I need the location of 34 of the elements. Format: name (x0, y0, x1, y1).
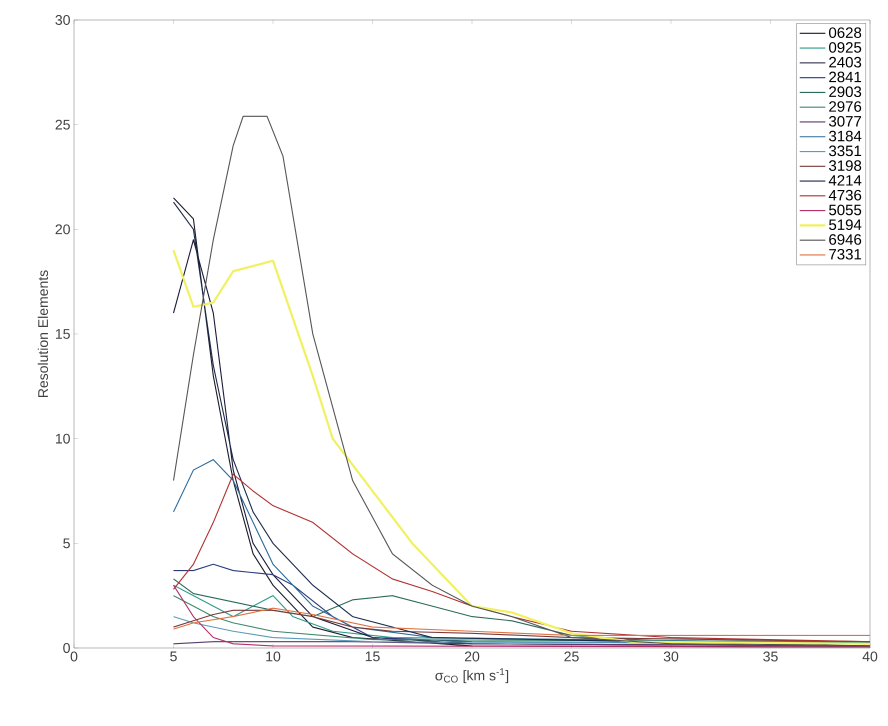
legend-label: 2403 (829, 56, 862, 68)
legend-label: 3077 (829, 116, 862, 127)
legend-label: 0628 (829, 27, 862, 38)
x-tick-label: 35 (763, 652, 778, 662)
legend-label: 3198 (829, 160, 862, 171)
y-tick-label: 10 (56, 434, 70, 444)
legend-label: 7331 (829, 248, 862, 260)
x-tick-label: 10 (266, 652, 280, 662)
y-axis-title: Resolution Elements (38, 270, 48, 398)
legend-label: 5194 (829, 219, 862, 230)
legend-label: 3184 (829, 130, 862, 142)
x-tick-label: 0 (70, 652, 78, 662)
y-tick-label: 30 (55, 15, 70, 25)
legend-label: 6946 (829, 234, 862, 245)
x-tick-label: 15 (366, 652, 380, 662)
legend-label: 2976 (829, 101, 862, 112)
x-axis-title: σ$_{CO}$ [km s$^{-1}$] (435, 668, 508, 684)
legend-label: 5055 (829, 204, 862, 216)
x-tick-label: 30 (664, 652, 678, 662)
y-tick-label: 25 (56, 120, 70, 130)
legend-label: 4736 (828, 190, 862, 200)
legend-label: 0925 (829, 42, 862, 53)
y-tick-label: 5 (63, 538, 70, 548)
legend-label: 2903 (829, 86, 862, 98)
x-tick-label: 40 (862, 652, 878, 662)
y-tick-label: 0 (63, 643, 70, 653)
y-tick-label: 15 (56, 329, 70, 339)
legend-label: 4214 (828, 175, 862, 186)
x-tick-label: 5 (170, 652, 177, 662)
y-tick-label: 20 (56, 224, 70, 234)
x-tick-label: 25 (564, 652, 579, 662)
x-tick-label: 20 (464, 652, 480, 662)
legend-label: 2841 (829, 72, 862, 82)
legend-label: 3351 (829, 146, 862, 156)
